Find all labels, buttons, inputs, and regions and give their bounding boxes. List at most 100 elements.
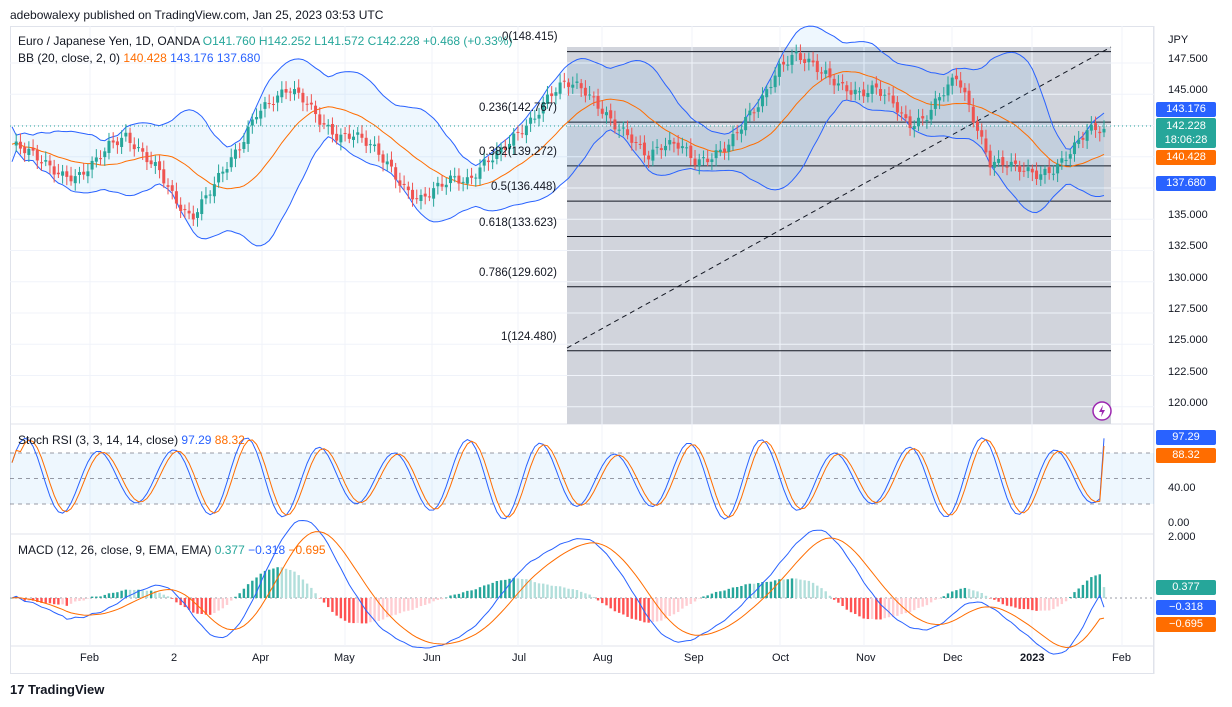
candle-body — [938, 97, 942, 101]
macd-hist-bar — [634, 598, 638, 620]
candle-body — [40, 162, 44, 164]
macd-hist-bar — [352, 598, 355, 624]
macd-hist-bar — [86, 598, 90, 599]
candle-body — [360, 133, 364, 138]
macd-hist-bar — [769, 581, 773, 598]
candle-body — [415, 198, 419, 200]
macd-hist-bar — [824, 591, 827, 598]
macd-hist-bar — [550, 585, 553, 598]
macd-hist-bar — [1098, 574, 1101, 598]
macd-hist-bar — [141, 590, 144, 598]
candle-body — [335, 133, 339, 141]
candle-body — [153, 162, 157, 166]
last-price-tag: 142.228 18:06:28 — [1156, 118, 1216, 148]
macd-legend[interactable]: MACD (12, 26, close, 9, EMA, EMA) 0.377 … — [18, 543, 326, 557]
candles — [14, 44, 1106, 227]
macd-hist-bar — [1035, 598, 1038, 611]
candle-body — [1060, 158, 1064, 163]
macd-hist-bar — [988, 598, 992, 599]
macd-hist-bar — [495, 581, 499, 598]
candle-body — [124, 132, 128, 137]
candle-body — [609, 110, 613, 119]
macd-hist-bar — [120, 590, 123, 598]
macd-value: −0.318 — [248, 543, 286, 557]
macd-hist-bar — [828, 595, 832, 598]
candle-body — [604, 112, 608, 116]
candle-body — [967, 90, 971, 105]
macd-hist-bar — [664, 598, 667, 619]
price-tick: 125.000 — [1168, 334, 1208, 346]
macd-hist-bar — [504, 579, 507, 598]
macd-hist-bar — [419, 598, 423, 607]
candle-body — [259, 110, 263, 119]
macd-hist-bar — [423, 598, 427, 605]
candle-body — [933, 98, 937, 109]
macd-hist-bar — [310, 587, 313, 598]
macd-hist-bar — [432, 598, 435, 602]
macd-hist-bar — [103, 594, 106, 598]
bb-legend[interactable]: BB (20, close, 2, 0) 140.428 143.176 137… — [18, 51, 260, 65]
macd-hist-bar — [1010, 598, 1013, 607]
candle-body — [48, 160, 52, 166]
symbol-name[interactable]: Euro / Japanese Yen, 1D, OANDA — [18, 34, 200, 48]
macd-hist-bar — [786, 579, 789, 598]
macd-hist-bar — [331, 598, 334, 612]
macd-hist-bar — [723, 590, 726, 598]
macd-hist-bar — [95, 596, 98, 598]
footer[interactable]: 17 TradingView — [10, 682, 104, 697]
candle-body — [145, 152, 149, 163]
macd-hist-bar — [478, 587, 482, 598]
macd-hist-bar — [74, 598, 77, 602]
candle-body — [798, 53, 802, 60]
candle-body — [748, 110, 752, 116]
candle-body — [680, 146, 684, 149]
candle-body — [874, 83, 878, 88]
candle-body — [1001, 157, 1005, 166]
candle-body — [752, 112, 756, 114]
macd-hist-bar — [525, 579, 528, 598]
candle-body — [35, 150, 39, 161]
candle-body — [18, 141, 22, 149]
macd-hist-bar — [731, 587, 735, 598]
macd-hist-bar — [158, 592, 161, 598]
macd-hist-bar — [963, 587, 967, 598]
macd-hist-bar — [622, 598, 625, 615]
macd-hist-bar — [1039, 598, 1042, 611]
candle-body — [267, 103, 271, 105]
macd-hist-bar — [542, 583, 545, 598]
stoch-legend[interactable]: Stoch RSI (3, 3, 14, 14, close) 97.29 88… — [18, 433, 245, 447]
macd-hist-bar — [78, 598, 81, 602]
macd-hist-bar — [934, 598, 937, 600]
candle-body — [1102, 128, 1106, 133]
candle-body — [470, 175, 474, 178]
candle-body — [343, 133, 347, 135]
macd-hist-bar — [546, 584, 549, 598]
candle-body — [499, 147, 503, 153]
macd-hist-bar — [297, 575, 300, 598]
macd-signal-value: −0.695 — [288, 543, 326, 557]
candle-body — [385, 161, 389, 165]
candle-body — [196, 212, 200, 218]
candle-body — [31, 147, 35, 151]
macd-hist-bar — [811, 582, 815, 598]
candle-body — [1089, 124, 1093, 131]
candle-body — [984, 138, 988, 153]
candle-body — [760, 95, 764, 107]
macd-hist-bar — [714, 591, 718, 598]
candle-body — [790, 54, 794, 65]
candle-body — [828, 68, 832, 78]
macd-hist-bar — [533, 582, 537, 598]
time-tick: Aug — [593, 652, 613, 664]
candle-body — [769, 87, 773, 89]
macd-hist-bar — [327, 598, 330, 608]
macd-hist-bar — [272, 568, 275, 598]
candle-body — [971, 106, 975, 123]
candle-body — [773, 75, 777, 88]
candle-body — [486, 160, 490, 163]
candle-body — [356, 132, 360, 135]
macd-hist-bar — [280, 567, 284, 598]
candle-body — [1094, 123, 1098, 131]
ohlc-open: O141.760 — [202, 34, 256, 48]
candle-body — [14, 141, 18, 146]
